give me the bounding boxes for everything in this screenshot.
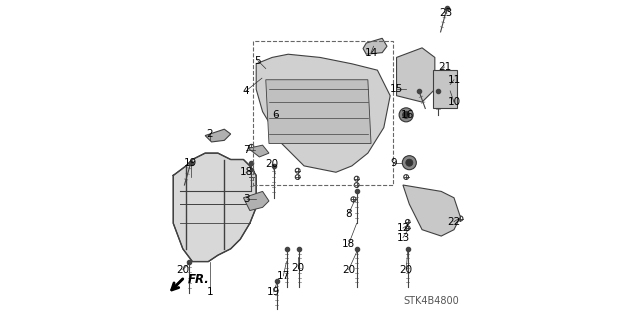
Text: 9: 9: [390, 158, 397, 168]
Circle shape: [271, 107, 287, 123]
Bar: [433, 70, 457, 108]
Text: 16: 16: [401, 110, 414, 120]
Polygon shape: [173, 153, 256, 262]
Text: 18: 18: [342, 239, 355, 249]
Circle shape: [259, 61, 275, 77]
Text: 3: 3: [243, 194, 250, 204]
Text: 20: 20: [176, 264, 189, 275]
Polygon shape: [397, 48, 435, 102]
Text: 20: 20: [342, 264, 355, 275]
Text: 22: 22: [447, 217, 461, 227]
Text: FR.: FR.: [188, 272, 209, 286]
Text: 20: 20: [266, 159, 278, 169]
Text: 19: 19: [267, 287, 280, 297]
Polygon shape: [363, 38, 387, 54]
Circle shape: [406, 159, 413, 166]
Text: 23: 23: [440, 8, 452, 18]
Circle shape: [264, 64, 271, 73]
Circle shape: [433, 78, 447, 92]
Text: 7: 7: [243, 145, 250, 155]
Text: 5: 5: [255, 56, 261, 66]
Circle shape: [361, 108, 375, 122]
Circle shape: [445, 80, 455, 89]
Circle shape: [403, 111, 410, 118]
Text: 10: 10: [447, 97, 461, 107]
Text: 1: 1: [207, 287, 213, 297]
Circle shape: [329, 111, 336, 118]
Text: 20: 20: [291, 263, 304, 273]
Text: 6: 6: [272, 110, 278, 120]
Text: 8: 8: [346, 209, 352, 219]
Polygon shape: [403, 185, 460, 236]
Text: 2: 2: [207, 129, 213, 139]
Polygon shape: [266, 80, 371, 144]
Text: 20: 20: [399, 264, 413, 275]
Text: 4: 4: [243, 86, 250, 96]
Polygon shape: [243, 191, 269, 211]
Polygon shape: [248, 145, 269, 157]
Text: 13: 13: [396, 233, 410, 243]
Text: 14: 14: [364, 48, 378, 58]
Text: 17: 17: [276, 271, 290, 281]
Text: 12: 12: [396, 223, 410, 233]
Text: 15: 15: [390, 84, 403, 94]
Circle shape: [326, 108, 340, 122]
Text: 11: 11: [447, 75, 461, 85]
Circle shape: [448, 82, 452, 87]
Circle shape: [399, 108, 413, 122]
Text: 18: 18: [239, 167, 253, 177]
Text: 21: 21: [438, 62, 451, 72]
Text: 19: 19: [184, 158, 197, 168]
Text: STK4B4800: STK4B4800: [404, 296, 460, 307]
Circle shape: [403, 156, 417, 170]
Circle shape: [437, 81, 444, 88]
Polygon shape: [205, 129, 230, 142]
Polygon shape: [256, 54, 390, 172]
Circle shape: [275, 111, 282, 119]
Bar: [253, 41, 394, 185]
Circle shape: [364, 111, 371, 118]
